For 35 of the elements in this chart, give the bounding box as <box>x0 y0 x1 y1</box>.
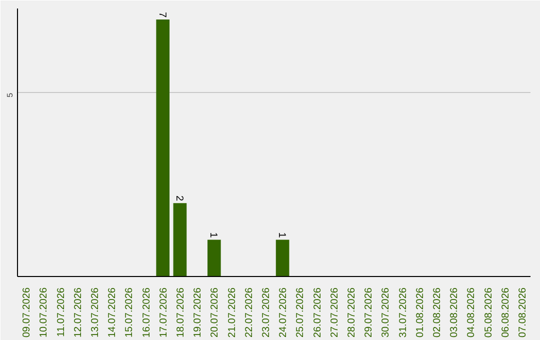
x-tick-label: 17.07.2026 <box>158 287 170 338</box>
x-tick-label: 20.07.2026 <box>210 287 221 338</box>
x-tick-label: 07.08.2026 <box>517 287 528 338</box>
x-tick-label: 14.07.2026 <box>107 287 118 338</box>
x-tick-label: 25.07.2026 <box>295 287 306 338</box>
x-tick-label: 02.08.2026 <box>432 287 443 338</box>
x-tick-label: 31.07.2026 <box>398 287 409 338</box>
x-tick-label: 28.07.2026 <box>346 287 358 338</box>
x-tick-label: 22.07.2026 <box>244 287 255 338</box>
x-tick-label: 24.07.2026 <box>278 287 290 338</box>
x-tick-label: 10.07.2026 <box>38 287 50 338</box>
x-tick-label: 30.07.2026 <box>380 287 392 338</box>
x-tick-label: 27.07.2026 <box>329 287 340 338</box>
x-tick-label: 04.08.2026 <box>466 287 478 338</box>
data-label: 1 <box>208 232 219 238</box>
x-tick-label: 03.08.2026 <box>449 287 460 338</box>
data-label: 2 <box>173 196 184 202</box>
x-tick-label: 18.07.2026 <box>175 287 186 338</box>
x-tick-label: 15.07.2026 <box>124 287 136 338</box>
x-tick-label: 21.07.2026 <box>226 287 238 338</box>
x-tick-label: 06.08.2026 <box>500 287 512 338</box>
x-tick-label: 11.07.2026 <box>56 287 67 337</box>
x-tick-label: 05.08.2026 <box>483 287 494 338</box>
x-tick-label: 29.07.2026 <box>364 287 375 338</box>
x-tick-label: 12.07.2026 <box>72 287 84 338</box>
data-label: 1 <box>276 232 288 238</box>
x-tick-label: 26.07.2026 <box>312 287 324 338</box>
y-tick-label: 5 <box>6 92 14 98</box>
x-tick-label: 13.07.2026 <box>90 287 101 338</box>
x-tick-label: 09.07.2026 <box>22 287 33 338</box>
x-tick-label: 19.07.2026 <box>192 287 204 338</box>
x-tick-label: 23.07.2026 <box>260 287 272 338</box>
x-tick-label: 16.07.2026 <box>141 287 152 338</box>
x-tick-label: 01.08.2026 <box>414 287 426 338</box>
data-label: 7 <box>156 12 168 18</box>
